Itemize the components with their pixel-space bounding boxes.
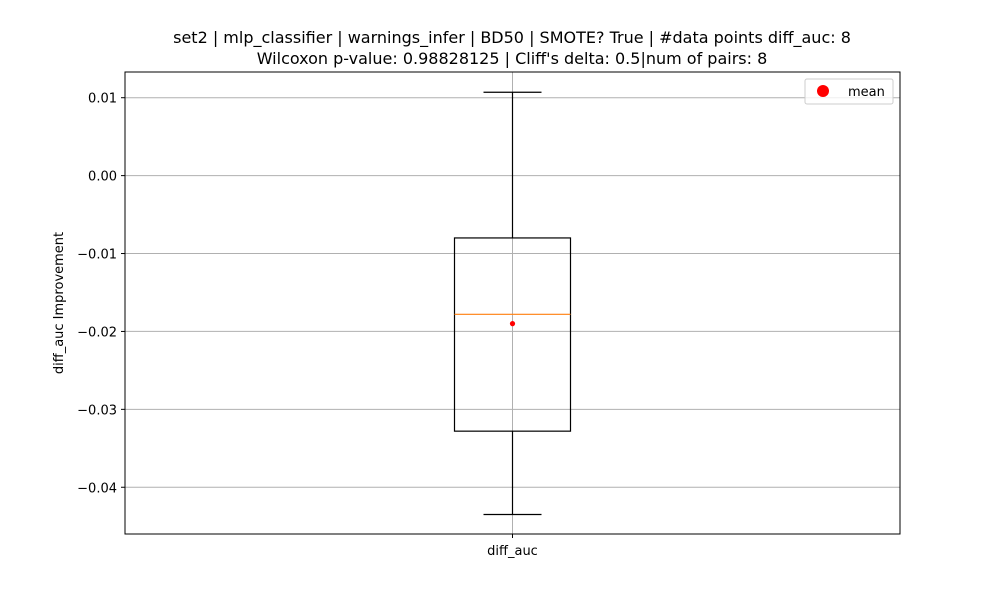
box-elements [453,91,572,516]
y-tick-label: 0.01 [88,92,117,107]
iqr-box [453,237,572,432]
y-tick-label: −0.02 [77,325,117,340]
x-tick-label: diff_auc [487,544,538,559]
chart-title-line1: set2 | mlp_classifier | warnings_infer |… [173,28,851,48]
y-tick-label: 0.00 [88,170,117,185]
legend-mean-marker [817,85,829,97]
axis-ticks: 0.01 0.00 −0.01 −0.02 −0.03 −0.04 diff_auc [77,92,538,559]
mean-marker [509,321,516,327]
y-axis-label: diff_auc Improvement [52,232,67,374]
y-tick-label: −0.01 [77,248,117,263]
legend-label-mean: mean [848,85,885,100]
y-tick-label: −0.04 [77,481,117,496]
legend: mean [804,78,894,105]
legend-box [804,78,894,105]
chart-title-line2: Wilcoxon p-value: 0.98828125 | Cliff's d… [257,49,768,68]
y-tick-label: −0.03 [77,403,117,418]
